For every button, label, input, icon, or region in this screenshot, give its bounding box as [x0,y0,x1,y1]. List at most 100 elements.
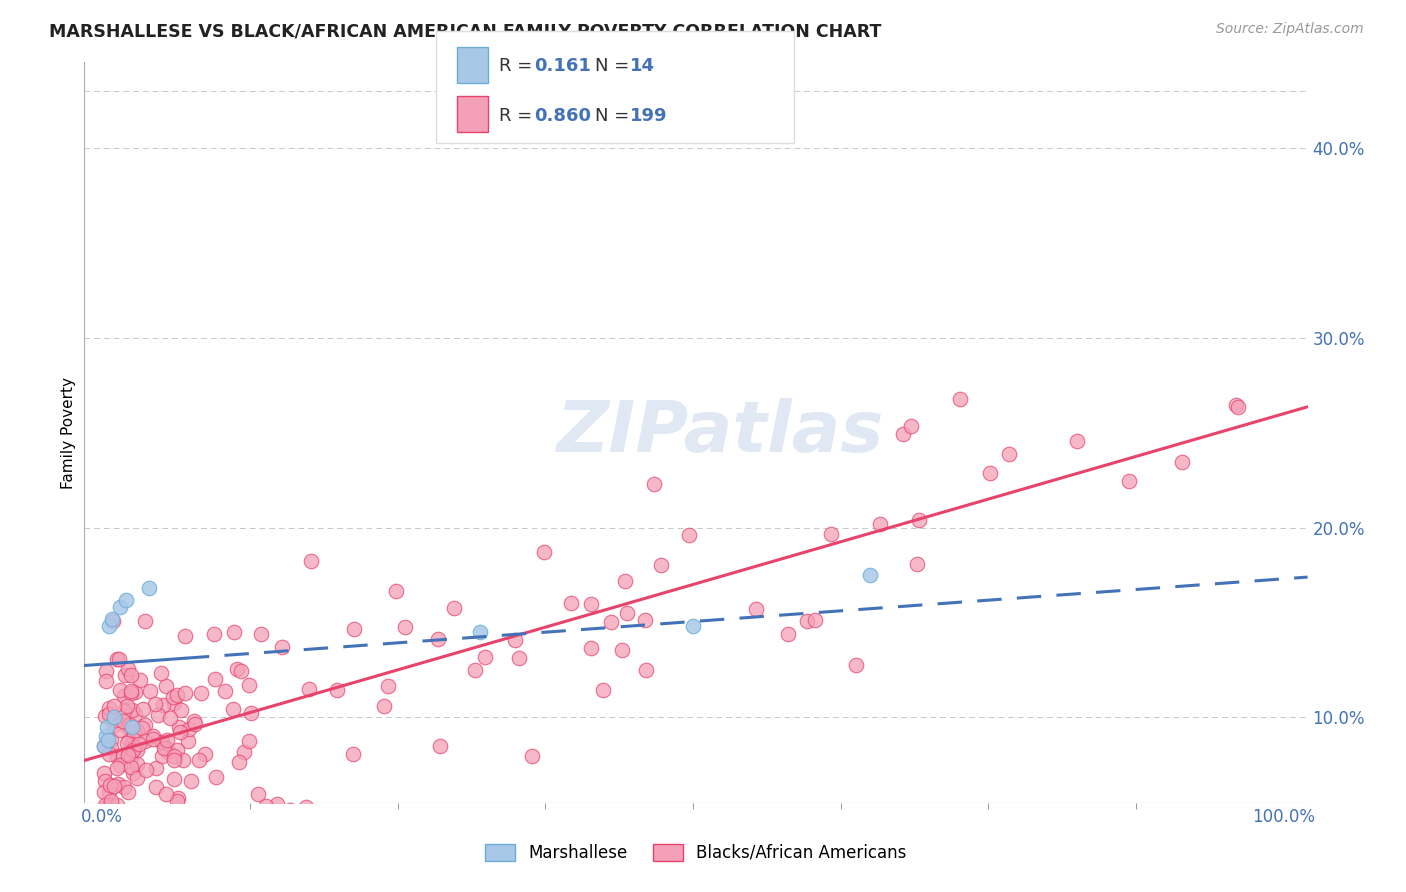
Point [131,702,153,716]
Point [167,720,190,734]
Point [94,709,117,723]
Point [98,700,121,714]
Text: MARSHALLESE VS BLACK/AFRICAN AMERICAN FAMILY POVERTY CORRELATION CHART: MARSHALLESE VS BLACK/AFRICAN AMERICAN FA… [49,22,882,40]
Legend: Marshallese, Blacks/African Americans: Marshallese, Blacks/African Americans [478,837,914,869]
Point [156,732,179,747]
Point [464,663,486,677]
Point [93,814,115,828]
Point [152,741,174,756]
Point [162,749,184,764]
Point [135,763,157,777]
Point [650,558,672,572]
Point [108,723,131,737]
Point [177,734,200,748]
Point [114,592,136,607]
Point [166,793,188,807]
Point [560,596,582,610]
Point [105,749,128,764]
Point [184,717,207,731]
Point [97,733,120,747]
Point [266,797,288,811]
Point [900,419,922,434]
Point [169,724,191,739]
Point [294,800,316,814]
Text: R =: R = [499,57,538,76]
Point [112,704,135,718]
Text: N =: N = [595,57,634,76]
Point [150,749,173,764]
Point [122,739,145,754]
Point [225,662,247,676]
Point [121,684,143,698]
Point [108,600,131,615]
Point [820,527,842,541]
Point [167,791,190,805]
Point [394,619,416,633]
Point [93,774,115,789]
Point [98,778,121,792]
Point [240,706,263,720]
Point [214,683,236,698]
Point [114,668,136,682]
Point [120,668,142,682]
Point [218,824,240,838]
Point [342,622,364,636]
Point [111,714,134,729]
Point [998,447,1021,461]
Point [155,740,177,755]
Point [103,779,125,793]
Point [107,777,129,791]
Point [905,557,928,571]
Point [326,682,349,697]
Point [128,737,150,751]
Point [202,626,225,640]
Point [222,702,245,716]
Point [254,798,277,813]
Point [249,626,271,640]
Point [96,824,118,838]
Point [142,805,165,819]
Point [614,574,637,589]
Point [156,745,179,759]
Point [592,682,614,697]
Point [908,513,931,527]
Point [117,719,139,733]
Point [232,746,254,760]
Point [297,681,319,696]
Point [128,673,150,687]
Text: 0.161: 0.161 [534,57,591,76]
Point [120,718,142,732]
Point [94,801,117,815]
Point [93,739,115,753]
Point [474,650,496,665]
Point [239,807,262,822]
Point [520,748,543,763]
Point [93,785,115,799]
Point [238,677,260,691]
Point [93,824,115,838]
Point [142,731,165,746]
Point [143,697,166,711]
Point [204,770,226,784]
Point [1227,401,1250,415]
Point [427,632,450,646]
Point [101,614,124,628]
Point [190,686,212,700]
Point [120,750,142,764]
Point [204,673,226,687]
Point [108,651,131,665]
Point [579,640,602,655]
Point [108,758,131,772]
Point [120,686,142,700]
Point [100,733,122,747]
Point [229,664,252,678]
Point [979,467,1001,481]
Point [124,684,146,698]
Point [121,760,143,774]
Text: Source: ZipAtlas.com: Source: ZipAtlas.com [1216,22,1364,37]
Point [163,753,186,767]
Point [891,427,914,442]
Point [94,673,117,688]
Point [1066,434,1088,448]
Point [105,798,128,813]
